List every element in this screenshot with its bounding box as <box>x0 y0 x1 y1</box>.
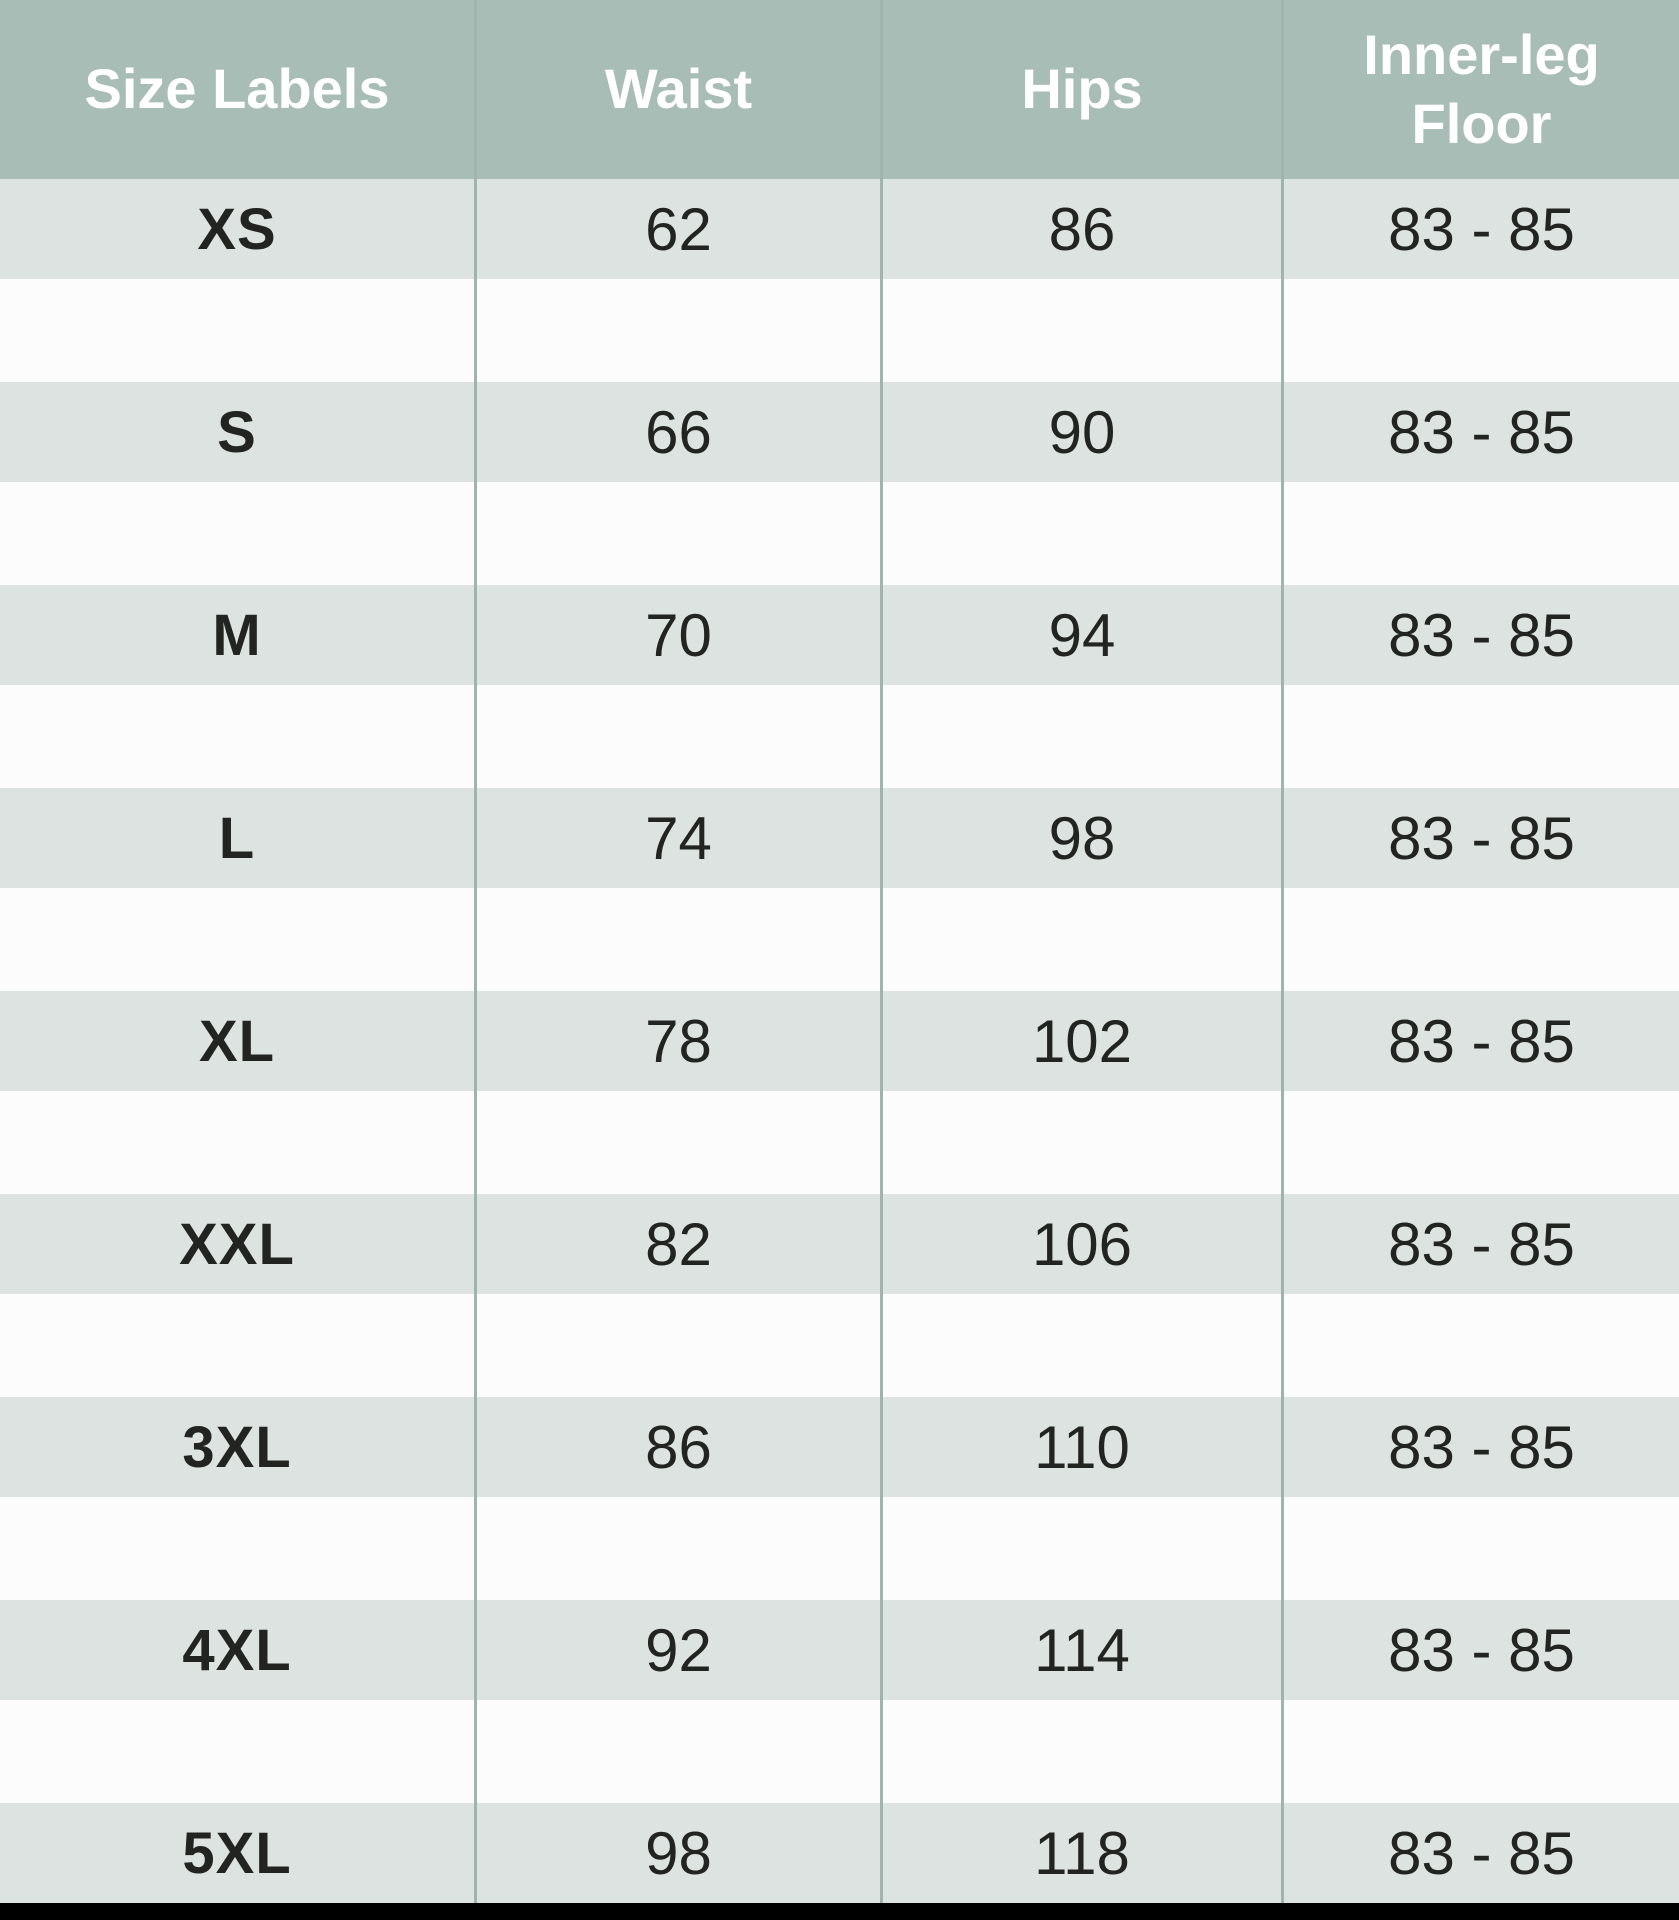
table-row-5xl: 5XL 98 118 83 - 85 <box>0 1803 1679 1903</box>
header-cell-waist: Waist <box>474 0 880 179</box>
spacer-cell <box>474 1700 880 1803</box>
table-row-s: S 66 90 83 - 85 <box>0 382 1679 482</box>
spacer-row <box>0 1091 1679 1194</box>
size-label-cell: L <box>218 805 256 871</box>
size-label-cell: 3XL <box>182 1414 292 1480</box>
spacer-row <box>0 1294 1679 1397</box>
waist-value-cell: 86 <box>474 1397 880 1497</box>
table-row-xxl: XXL 82 106 83 - 85 <box>0 1194 1679 1294</box>
hips-value-cell: 102 <box>880 991 1281 1091</box>
waist-value-cell: 70 <box>474 585 880 685</box>
spacer-cell <box>0 279 474 382</box>
spacer-cell <box>0 1700 474 1803</box>
spacer-row <box>0 482 1679 585</box>
spacer-cell <box>880 279 1281 382</box>
hips-value-cell: 86 <box>880 179 1281 279</box>
spacer-cell <box>1281 685 1679 788</box>
spacer-cell <box>474 685 880 788</box>
hips-value-cell: 114 <box>880 1600 1281 1700</box>
inner-leg-floor-value-cell: 83 - 85 <box>1281 788 1679 888</box>
header-cell-size-labels: Size Labels <box>84 57 390 121</box>
spacer-cell <box>1281 1091 1679 1194</box>
spacer-cell <box>0 1497 474 1600</box>
table-row-l: L 74 98 83 - 85 <box>0 788 1679 888</box>
size-label-cell: XXL <box>179 1211 295 1277</box>
waist-value-cell: 62 <box>474 179 880 279</box>
table-row-xs: XS 62 86 83 - 85 <box>0 179 1679 279</box>
spacer-cell <box>474 888 880 991</box>
spacer-cell <box>1281 279 1679 382</box>
table-row-3xl: 3XL 86 110 83 - 85 <box>0 1397 1679 1497</box>
inner-leg-floor-value-cell: 83 - 85 <box>1281 1803 1679 1903</box>
spacer-row <box>0 888 1679 991</box>
table-row-xl: XL 78 102 83 - 85 <box>0 991 1679 1091</box>
hips-value-cell: 98 <box>880 788 1281 888</box>
spacer-cell <box>880 1497 1281 1600</box>
table-row-m: M 70 94 83 - 85 <box>0 585 1679 685</box>
hips-value-cell: 106 <box>880 1194 1281 1294</box>
spacer-cell <box>474 1497 880 1600</box>
spacer-cell <box>0 1294 474 1397</box>
waist-value-cell: 66 <box>474 382 880 482</box>
header-cell-inner-leg-floor: Inner-leg Floor <box>1281 0 1679 179</box>
spacer-cell <box>0 685 474 788</box>
spacer-cell <box>1281 1497 1679 1600</box>
spacer-cell <box>1281 1294 1679 1397</box>
spacer-cell <box>0 888 474 991</box>
size-label-cell: XL <box>198 1008 276 1074</box>
spacer-row <box>0 1700 1679 1803</box>
size-label-cell: XS <box>197 196 277 262</box>
spacer-cell <box>880 482 1281 585</box>
inner-leg-floor-value-cell: 83 - 85 <box>1281 1600 1679 1700</box>
spacer-cell <box>1281 888 1679 991</box>
spacer-row <box>0 1497 1679 1600</box>
spacer-cell <box>474 1294 880 1397</box>
spacer-cell <box>880 1294 1281 1397</box>
waist-value-cell: 74 <box>474 788 880 888</box>
hips-value-cell: 118 <box>880 1803 1281 1903</box>
spacer-cell <box>880 888 1281 991</box>
size-label-cell: 4XL <box>182 1617 292 1683</box>
spacer-cell <box>1281 1700 1679 1803</box>
spacer-cell <box>880 685 1281 788</box>
table-row-4xl: 4XL 92 114 83 - 85 <box>0 1600 1679 1700</box>
spacer-cell <box>474 279 880 382</box>
spacer-row <box>0 685 1679 788</box>
bottom-bar <box>0 1903 1679 1920</box>
table-header-row: Size Labels Waist Hips Inner-leg Floor <box>0 0 1679 179</box>
spacer-cell <box>1281 482 1679 585</box>
size-label-cell: S <box>217 399 257 465</box>
waist-value-cell: 82 <box>474 1194 880 1294</box>
inner-leg-floor-value-cell: 83 - 85 <box>1281 382 1679 482</box>
size-label-cell: 5XL <box>182 1820 292 1886</box>
spacer-cell <box>474 482 880 585</box>
spacer-cell <box>880 1700 1281 1803</box>
hips-value-cell: 90 <box>880 382 1281 482</box>
size-label-cell: M <box>212 602 262 668</box>
inner-leg-floor-value-cell: 83 - 85 <box>1281 1194 1679 1294</box>
waist-value-cell: 98 <box>474 1803 880 1903</box>
header-cell-hips: Hips <box>880 0 1281 179</box>
hips-value-cell: 110 <box>880 1397 1281 1497</box>
hips-value-cell: 94 <box>880 585 1281 685</box>
inner-leg-floor-value-cell: 83 - 85 <box>1281 179 1679 279</box>
waist-value-cell: 92 <box>474 1600 880 1700</box>
spacer-row <box>0 279 1679 382</box>
spacer-cell <box>0 1091 474 1194</box>
inner-leg-floor-value-cell: 83 - 85 <box>1281 991 1679 1091</box>
spacer-cell <box>880 1091 1281 1194</box>
waist-value-cell: 78 <box>474 991 880 1091</box>
inner-leg-floor-value-cell: 83 - 85 <box>1281 1397 1679 1497</box>
spacer-cell <box>0 482 474 585</box>
inner-leg-floor-value-cell: 83 - 85 <box>1281 585 1679 685</box>
spacer-cell <box>474 1091 880 1194</box>
